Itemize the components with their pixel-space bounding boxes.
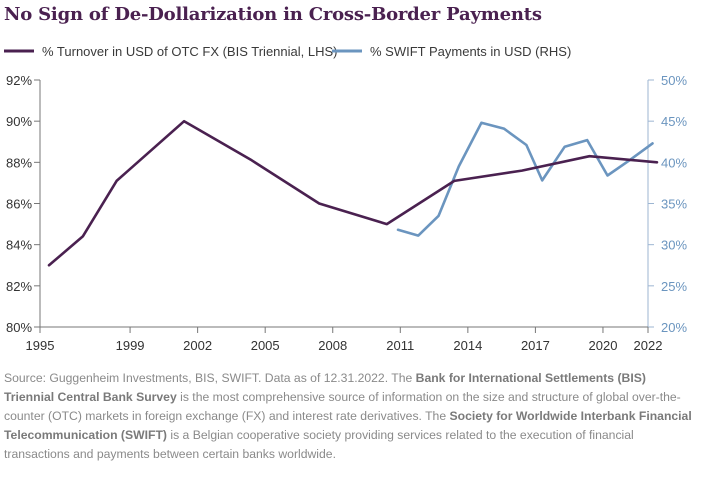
x-tick-label: 2005	[251, 338, 280, 353]
footnote-bold-bis: Bank for International Settlements (BIS)…	[4, 371, 646, 404]
right-tick-label: 45%	[661, 114, 687, 129]
legend: % Turnover in USD of OTC FX (BIS Trienni…	[4, 44, 571, 59]
right-tick-label: 20%	[661, 320, 687, 335]
left-tick-label: 84%	[6, 238, 32, 253]
chart-svg: % Turnover in USD of OTC FX (BIS Trienni…	[4, 44, 687, 353]
left-tick-label: 90%	[6, 114, 32, 129]
chart-title: No Sign of De-Dollarization in Cross-Bor…	[4, 4, 542, 25]
left-tick-label: 92%	[6, 73, 32, 88]
right-axis: 20% 25% 30% 35% 40% 45% 50%	[647, 73, 687, 335]
right-tick-label: 25%	[661, 279, 687, 294]
x-tick-label: 2002	[183, 338, 212, 353]
right-tick-label: 35%	[661, 197, 687, 212]
left-tick-label: 82%	[6, 279, 32, 294]
series-line-2	[396, 121, 654, 237]
x-tick-label: 2022	[634, 338, 663, 353]
x-tick-label: 1999	[116, 338, 145, 353]
left-tick-label: 86%	[6, 197, 32, 212]
left-tick-label: 80%	[6, 320, 32, 335]
x-tick-label: 2011	[386, 338, 414, 353]
right-tick-label: 50%	[661, 73, 687, 88]
right-tick-label: 30%	[661, 238, 687, 253]
source-footnote: Source: Guggenheim Investments, BIS, SWI…	[4, 369, 694, 464]
x-tick-label: 2020	[589, 338, 618, 353]
left-axis: 80% 82% 84% 86% 88% 90% 92%	[6, 73, 41, 335]
x-tick-label: 1995	[26, 338, 55, 353]
x-tick-label: 2017	[521, 338, 550, 353]
series-lines	[47, 119, 659, 267]
x-tick-label: 2008	[318, 338, 347, 353]
footnote-text-3: is a Belgian cooperative society providi…	[4, 428, 634, 461]
series-line-1	[47, 119, 659, 267]
footnote-bold-swift: Society for Worldwide Interbank Financia…	[4, 409, 692, 442]
x-axis: 1995 1999 2002 2005 2008 2011 2014 2017 2020 2022	[26, 326, 663, 353]
legend-label-1: % Turnover in USD of OTC FX (BIS Trienni…	[42, 44, 337, 59]
right-tick-label: 40%	[661, 155, 687, 170]
left-tick-label: 88%	[6, 155, 32, 170]
footnote-text-1: Source: Guggenheim Investments, BIS, SWI…	[4, 371, 416, 385]
x-tick-label: 2014	[453, 338, 482, 353]
legend-label-2: % SWIFT Payments in USD (RHS)	[370, 44, 571, 59]
footnote-text-2: is the most comprehensive source of info…	[4, 390, 681, 423]
